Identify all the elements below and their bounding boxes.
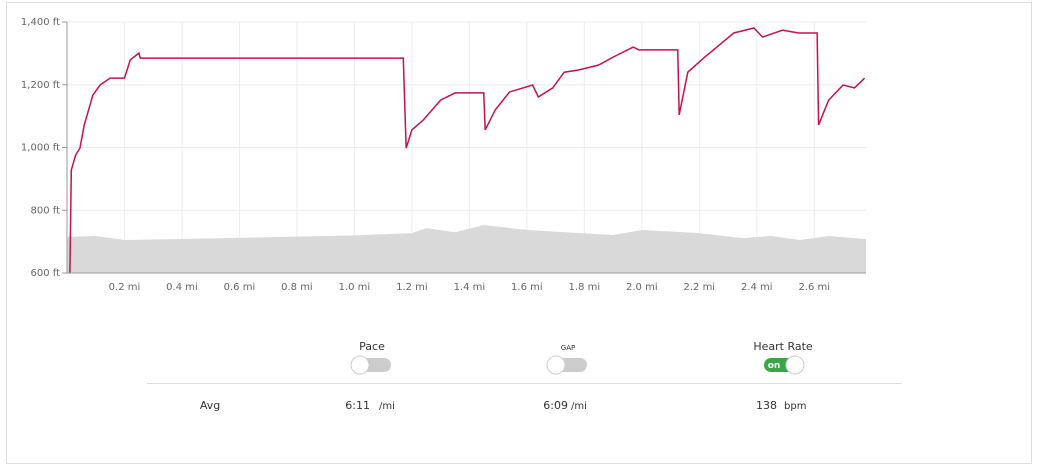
x-tick-label: 0.6 mi: [224, 282, 256, 293]
x-tick-label: 2.4 mi: [741, 282, 773, 293]
toggle-knob[interactable]: [785, 355, 805, 375]
x-tick-label: 2.6 mi: [798, 282, 830, 293]
x-tick-label: 0.8 mi: [281, 282, 313, 293]
toggle-state: on: [768, 361, 781, 371]
x-tick-label: 1.6 mi: [511, 282, 543, 293]
y-tick-label: 1,200 ft: [21, 80, 60, 91]
data-line: [69, 27, 866, 274]
elevation-area: [67, 224, 866, 273]
toggle-label: Heart Rate: [753, 340, 813, 353]
x-tick-label: 0.4 mi: [166, 282, 198, 293]
toggles: on: [350, 355, 805, 375]
toggle-label: Pace: [359, 340, 385, 353]
toggle-label: GAP: [561, 344, 575, 352]
x-tick-label: 2.0 mi: [626, 282, 658, 293]
stat-value: 6:09: [543, 399, 568, 412]
x-tick-label: 1.0 mi: [339, 282, 371, 293]
y-tick-label: 1,400 ft: [21, 17, 60, 28]
toggle-knob[interactable]: [546, 355, 566, 375]
toggle-knob[interactable]: [350, 355, 370, 375]
stat-unit: /mi: [379, 401, 395, 412]
x-tick-label: 1.8 mi: [569, 282, 601, 293]
x-tick-label: 1.2 mi: [396, 282, 428, 293]
stat-value: 6:11: [345, 399, 370, 412]
stat-label: Avg: [200, 399, 220, 412]
x-tick-label: 1.4 mi: [454, 282, 486, 293]
y-tick-label: 1,000 ft: [21, 143, 60, 154]
stat-unit: /mi: [571, 401, 587, 412]
chart: 600 ft 800 ft 1,000 ft 1,200 ft 1,400 ft 0.2 …: [21, 17, 866, 293]
stat-unit: bpm: [784, 401, 806, 412]
y-tick-label: 800 ft: [30, 205, 60, 216]
x-tick-label: 2.2 mi: [683, 282, 715, 293]
x-tick-label: 0.2 mi: [109, 282, 141, 293]
y-tick-label: 600 ft: [30, 268, 60, 279]
stat-value: 138: [756, 399, 777, 412]
